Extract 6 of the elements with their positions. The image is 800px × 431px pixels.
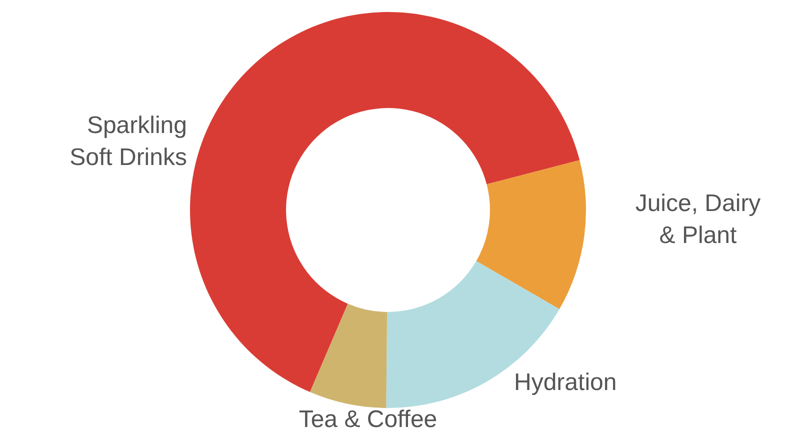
- slice-label: Juice, Dairy & Plant: [635, 190, 761, 249]
- slice-label: Hydration: [514, 369, 617, 396]
- slice-label: Tea & Coffee: [298, 406, 438, 431]
- slice-label: Sparkling Soft Drinks: [70, 112, 187, 171]
- donut-slice: [476, 160, 586, 310]
- donut-slice: [310, 304, 388, 408]
